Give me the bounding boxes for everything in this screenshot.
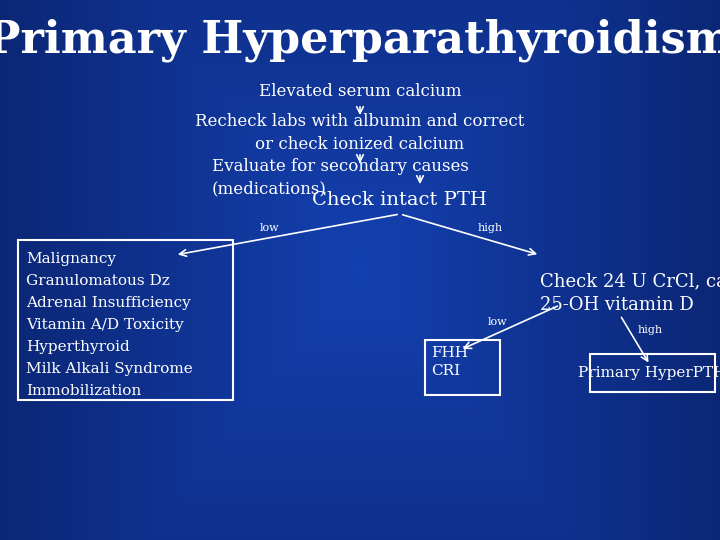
- Text: high: high: [637, 325, 662, 335]
- Text: FHH
CRI: FHH CRI: [431, 346, 468, 379]
- Text: low: low: [488, 317, 508, 327]
- Text: Malignancy: Malignancy: [26, 252, 116, 266]
- Text: Granulomatous Dz: Granulomatous Dz: [26, 274, 170, 288]
- Text: low: low: [260, 223, 280, 233]
- Text: Vitamin A/D Toxicity: Vitamin A/D Toxicity: [26, 318, 184, 332]
- Text: Immobilization: Immobilization: [26, 384, 141, 398]
- Bar: [18, 240, 233, 400]
- Text: Check 24 U CrCl, calcium,
25-OH vitamin D: Check 24 U CrCl, calcium, 25-OH vitamin …: [540, 272, 720, 314]
- Text: Primary HyperPTH: Primary HyperPTH: [578, 366, 720, 380]
- Text: Milk Alkali Syndrome: Milk Alkali Syndrome: [26, 362, 193, 376]
- Text: Hyperthyroid: Hyperthyroid: [26, 340, 130, 354]
- Text: Evaluate for secondary causes
(medications): Evaluate for secondary causes (medicatio…: [212, 158, 469, 198]
- Bar: [425, 340, 500, 395]
- Text: high: high: [477, 223, 503, 233]
- Bar: [590, 354, 715, 392]
- Text: Adrenal Insufficiency: Adrenal Insufficiency: [26, 296, 191, 310]
- Text: Check intact PTH: Check intact PTH: [312, 191, 487, 209]
- Text: Recheck labs with albumin and correct
or check ionized calcium: Recheck labs with albumin and correct or…: [195, 113, 525, 153]
- Text: Primary Hyperparathyroidism: Primary Hyperparathyroidism: [0, 18, 720, 62]
- Text: Elevated serum calcium: Elevated serum calcium: [258, 84, 462, 100]
